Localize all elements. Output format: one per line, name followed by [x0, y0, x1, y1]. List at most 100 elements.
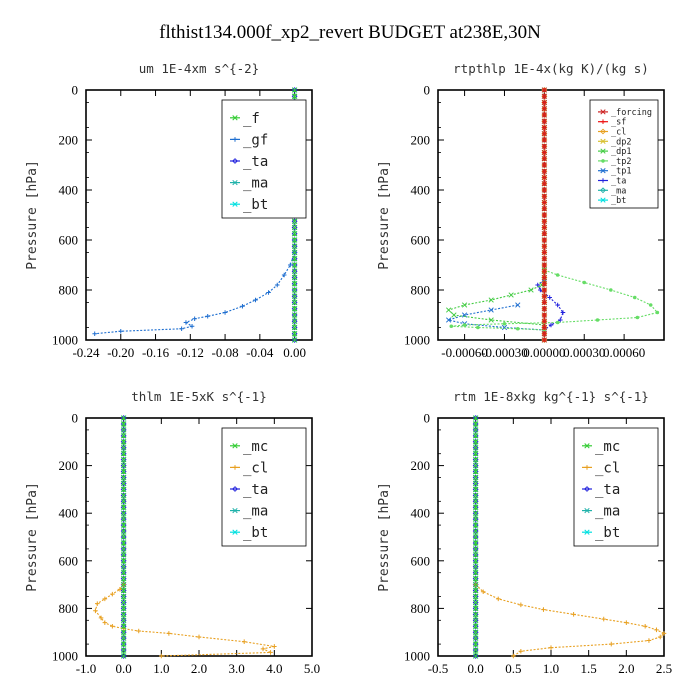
data-point [480, 589, 486, 595]
y-tick-label: 600 [59, 233, 79, 248]
data-point [291, 274, 298, 281]
data-point [291, 268, 298, 274]
data-point [473, 653, 479, 659]
data-point [179, 326, 184, 332]
x-tick-label: -0.5 [428, 661, 449, 676]
legend-label: _f [243, 111, 260, 127]
data-point [541, 256, 548, 262]
data-point [541, 174, 548, 181]
data-point [121, 552, 127, 558]
legend-label: _ma [611, 186, 626, 196]
data-point [541, 299, 548, 306]
y-tick-label: 0 [424, 411, 431, 426]
legend-marker [232, 158, 238, 164]
legend-label: _cl [611, 128, 626, 138]
legend-marker [232, 443, 238, 449]
data-point [515, 302, 521, 308]
data-point [473, 629, 479, 635]
data-point [120, 415, 127, 421]
legend-label: _ma [595, 504, 620, 520]
data-point [291, 237, 298, 243]
x-tick-label: 5.0 [304, 661, 320, 676]
data-point [120, 426, 127, 433]
plot-frame [437, 89, 665, 341]
data-point [472, 444, 479, 451]
legend-marker [600, 119, 606, 124]
data-point [121, 504, 127, 510]
data-point [110, 591, 115, 597]
data-point [511, 653, 516, 659]
data-point [473, 510, 479, 516]
data-point [473, 486, 479, 493]
data-point [120, 462, 127, 469]
x-tick-label: 2.5 [656, 661, 672, 676]
legend-label: _bt [243, 525, 268, 541]
data-point [121, 593, 127, 600]
data-point [473, 498, 479, 504]
data-point [189, 323, 195, 329]
data-point [488, 317, 494, 323]
legend-label: _sf [611, 118, 626, 128]
data-point [541, 231, 548, 237]
data-point [541, 118, 548, 124]
y-tick-label: 600 [411, 233, 431, 248]
data-point [472, 415, 479, 421]
data-point [473, 587, 479, 594]
legend: _mc _cl _ta _ma _bt [573, 427, 659, 547]
data-point [473, 468, 479, 475]
y-tick-label: 400 [59, 506, 79, 521]
data-point [461, 312, 468, 318]
data-point [121, 474, 127, 481]
panel-title: rtpthlp 1E-4x(kg K)/(kg s) [453, 61, 649, 76]
legend-label: _mc [243, 439, 268, 455]
data-point [253, 297, 258, 303]
data-point [473, 575, 479, 582]
data-point [136, 628, 142, 634]
y-tick-label: 1000 [52, 333, 78, 348]
data-point [547, 295, 552, 300]
data-point [472, 426, 479, 433]
data-point [541, 262, 548, 268]
data-point [121, 581, 127, 588]
data-point [473, 445, 479, 451]
data-point [472, 569, 479, 576]
data-point [473, 570, 479, 576]
legend-marker [584, 443, 590, 449]
data-point [120, 480, 127, 487]
data-point [121, 486, 127, 493]
x-tick-label: 2.0 [618, 661, 634, 676]
data-point [121, 564, 127, 570]
series-line [94, 252, 296, 335]
data-point [473, 492, 479, 499]
legend-label: _ta [243, 482, 268, 498]
data-point [473, 534, 479, 540]
data-point [222, 310, 228, 315]
data-point [291, 293, 298, 300]
data-point [472, 599, 479, 606]
series-line [475, 584, 665, 657]
data-point [476, 325, 480, 330]
data-point [120, 563, 127, 570]
data-point [515, 326, 520, 331]
panel-title: rtm 1E-8xkg kg^{-1} s^{-1} [453, 389, 649, 404]
legend-marker [584, 529, 590, 535]
data-point [541, 199, 548, 206]
data-point [541, 249, 548, 256]
data-point [291, 293, 298, 299]
data-point [473, 504, 479, 510]
data-point [120, 444, 127, 451]
data-point [121, 647, 127, 653]
x-tick-label: 0.00030 [563, 345, 605, 360]
data-point [541, 156, 548, 162]
data-point [121, 451, 127, 457]
legend-marker [600, 109, 606, 115]
data-point [473, 540, 479, 546]
data-point [472, 551, 479, 558]
data-point [541, 274, 548, 281]
data-point [121, 599, 127, 606]
legend-label: _gf [243, 132, 268, 148]
series-cl [473, 582, 667, 659]
data-point [287, 262, 293, 268]
series-dp1 [445, 267, 548, 328]
